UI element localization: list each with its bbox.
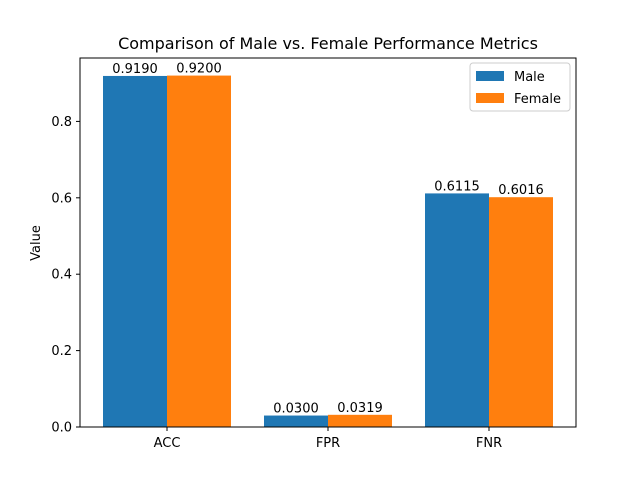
data-label-female-acc: 0.9200	[176, 62, 222, 77]
legend-swatch-female	[476, 93, 504, 103]
legend-label-male: Male	[514, 70, 545, 85]
data-label-male-fnr: 0.6115	[434, 179, 480, 194]
plot-area: 0.9190 0.0300 0.6115 0.9200 0.0319 0.6016 0.0 0…	[51, 57, 577, 451]
y-tick-label: 0.6	[51, 191, 72, 206]
data-label-male-acc: 0.9190	[112, 62, 158, 77]
bar-male-fnr	[425, 193, 489, 427]
data-label-female-fpr: 0.0319	[337, 401, 383, 416]
data-label-male-fpr: 0.0300	[273, 402, 319, 417]
legend-swatch-male	[476, 71, 504, 81]
bar-female-fpr	[328, 414, 392, 427]
chart-title: Comparison of Male vs. Female Performanc…	[118, 34, 538, 53]
y-axis-label: Value	[29, 225, 44, 261]
x-tick-label-fpr: FPR	[316, 436, 340, 451]
legend-label-female: Female	[514, 92, 561, 107]
bar-male-fpr	[264, 415, 328, 427]
x-tick-label-fnr: FNR	[476, 436, 502, 451]
y-tick-label: 0.8	[51, 115, 72, 130]
y-tick-label: 0.4	[51, 268, 72, 283]
bar-female-acc	[167, 75, 231, 428]
bar-female-fnr	[489, 197, 553, 427]
y-tick-label: 0.0	[51, 421, 72, 436]
data-label-female-fnr: 0.6016	[498, 183, 544, 198]
y-tick-label: 0.2	[51, 344, 72, 359]
bar-male-acc	[103, 75, 167, 427]
x-tick-label-acc: ACC	[154, 436, 181, 451]
